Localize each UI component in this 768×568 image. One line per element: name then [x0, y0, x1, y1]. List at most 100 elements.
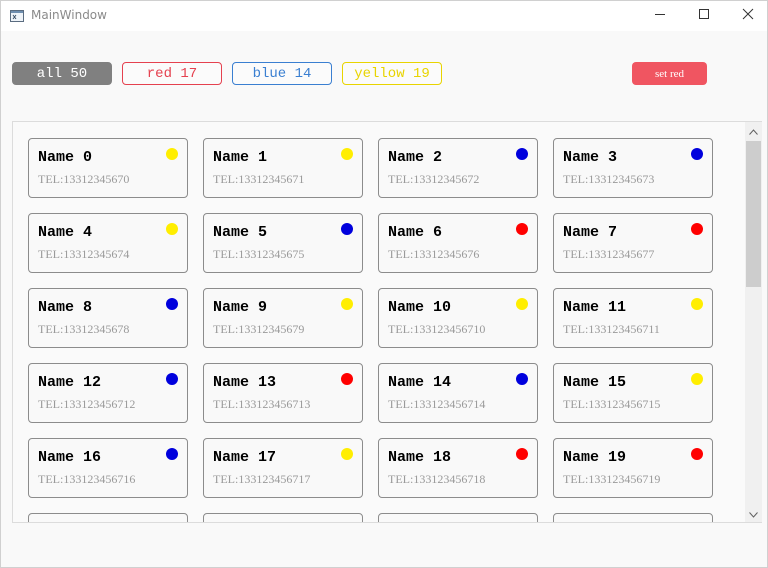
contact-phone: TEL:133123456713 [213, 397, 311, 411]
maximize-button[interactable] [681, 1, 727, 31]
contact-name: Name 18 [388, 449, 452, 466]
contact-name: Name 9 [213, 299, 268, 316]
contact-name: Name 2 [388, 149, 443, 166]
contact-phone: TEL:13312345670 [38, 172, 130, 186]
chevron-up-icon [749, 122, 758, 140]
contact-phone: TEL:13312345677 [563, 247, 655, 261]
contact-card[interactable] [553, 513, 713, 522]
color-dot-indicator [341, 148, 353, 160]
contact-phone: TEL:133123456719 [563, 472, 661, 486]
contact-phone: TEL:13312345679 [213, 322, 305, 336]
contact-name: Name 6 [388, 224, 443, 241]
contact-name: Name 8 [38, 299, 93, 316]
contact-card[interactable]: Name 3 TEL:13312345673 [553, 138, 713, 198]
contact-card[interactable]: Name 6 TEL:13312345676 [378, 213, 538, 273]
title-bar[interactable]: MainWindow [1, 1, 767, 31]
contact-phone: TEL:133123456712 [38, 397, 136, 411]
contact-name: Name 1 [213, 149, 268, 166]
contact-phone: TEL:133123456714 [388, 397, 486, 411]
contact-phone: TEL:13312345672 [388, 172, 480, 186]
contact-card[interactable]: Name 7 TEL:13312345677 [553, 213, 713, 273]
contact-phone: TEL:133123456716 [38, 472, 136, 486]
contact-card[interactable] [28, 513, 188, 522]
app-icon [10, 9, 24, 23]
contact-card[interactable]: Name 2 TEL:13312345672 [378, 138, 538, 198]
scroll-up-button[interactable] [745, 122, 762, 139]
scroll-down-button[interactable] [745, 505, 762, 522]
color-dot-indicator [166, 148, 178, 160]
color-dot-indicator [516, 148, 528, 160]
color-dot-indicator [691, 223, 703, 235]
contact-card[interactable]: Name 15 TEL:133123456715 [553, 363, 713, 423]
contact-name: Name 11 [563, 299, 627, 316]
set-red-button[interactable]: set red [632, 62, 707, 85]
contact-phone: TEL:133123456718 [388, 472, 486, 486]
filter-blue-button[interactable]: blue 14 [232, 62, 332, 85]
color-dot-indicator [691, 148, 703, 160]
color-dot-indicator [341, 298, 353, 310]
contact-name: Name 16 [38, 449, 102, 466]
contact-name: Name 13 [213, 374, 277, 391]
contact-phone: TEL:13312345678 [38, 322, 130, 336]
filter-yellow-button[interactable]: yellow 19 [342, 62, 442, 85]
color-dot-indicator [691, 373, 703, 385]
scrollbar-thumb[interactable] [746, 141, 761, 287]
contact-card[interactable]: Name 11 TEL:133123456711 [553, 288, 713, 348]
window-title: MainWindow [31, 8, 107, 22]
contact-card[interactable]: Name 14 TEL:133123456714 [378, 363, 538, 423]
close-icon [742, 7, 754, 25]
contact-phone: TEL:133123456710 [388, 322, 486, 336]
minimize-icon [654, 7, 666, 25]
contact-card[interactable]: Name 5 TEL:13312345675 [203, 213, 363, 273]
contact-phone: TEL:13312345675 [213, 247, 305, 261]
contact-phone: TEL:13312345671 [213, 172, 305, 186]
contact-card[interactable]: Name 19 TEL:133123456719 [553, 438, 713, 498]
contact-card[interactable]: Name 18 TEL:133123456718 [378, 438, 538, 498]
contact-card[interactable]: Name 12 TEL:133123456712 [28, 363, 188, 423]
contact-card[interactable]: Name 16 TEL:133123456716 [28, 438, 188, 498]
vertical-scrollbar[interactable] [745, 122, 762, 522]
contact-card[interactable]: Name 8 TEL:13312345678 [28, 288, 188, 348]
contact-phone: TEL:13312345674 [38, 247, 130, 261]
contact-phone: TEL:133123456715 [563, 397, 661, 411]
contact-card[interactable] [378, 513, 538, 522]
color-dot-indicator [691, 448, 703, 460]
contact-name: Name 4 [38, 224, 93, 241]
contact-phone: TEL:133123456711 [563, 322, 660, 336]
filter-red-button[interactable]: red 17 [122, 62, 222, 85]
color-dot-indicator [516, 448, 528, 460]
color-dot-indicator [166, 373, 178, 385]
contact-name: Name 5 [213, 224, 268, 241]
chevron-down-icon [749, 505, 758, 523]
contact-name: Name 3 [563, 149, 618, 166]
contact-card-grid[interactable]: Name 0 TEL:13312345670 Name 1 TEL:133123456… [12, 121, 762, 523]
color-dot-indicator [516, 223, 528, 235]
contact-name: Name 17 [213, 449, 277, 466]
color-dot-indicator [341, 373, 353, 385]
contact-card[interactable]: Name 1 TEL:13312345671 [203, 138, 363, 198]
minimize-button[interactable] [637, 1, 683, 31]
color-dot-indicator [166, 298, 178, 310]
color-dot-indicator [341, 223, 353, 235]
contact-card[interactable] [203, 513, 363, 522]
contact-name: Name 10 [388, 299, 452, 316]
contact-card[interactable]: Name 9 TEL:13312345679 [203, 288, 363, 348]
contact-name: Name 14 [388, 374, 452, 391]
color-dot-indicator [166, 223, 178, 235]
maximize-icon [698, 7, 710, 25]
contact-card[interactable]: Name 4 TEL:13312345674 [28, 213, 188, 273]
contact-phone: TEL:13312345673 [563, 172, 655, 186]
contact-name: Name 12 [38, 374, 102, 391]
contact-card[interactable]: Name 13 TEL:133123456713 [203, 363, 363, 423]
contact-phone: TEL:133123456717 [213, 472, 311, 486]
contact-name: Name 15 [563, 374, 627, 391]
contact-card[interactable]: Name 17 TEL:133123456717 [203, 438, 363, 498]
color-dot-indicator [516, 298, 528, 310]
contact-card[interactable]: Name 10 TEL:133123456710 [378, 288, 538, 348]
contact-name: Name 19 [563, 449, 627, 466]
contact-card[interactable]: Name 0 TEL:13312345670 [28, 138, 188, 198]
close-button[interactable] [725, 1, 768, 31]
filter-all-button[interactable]: all 50 [12, 62, 112, 85]
color-dot-indicator [691, 298, 703, 310]
